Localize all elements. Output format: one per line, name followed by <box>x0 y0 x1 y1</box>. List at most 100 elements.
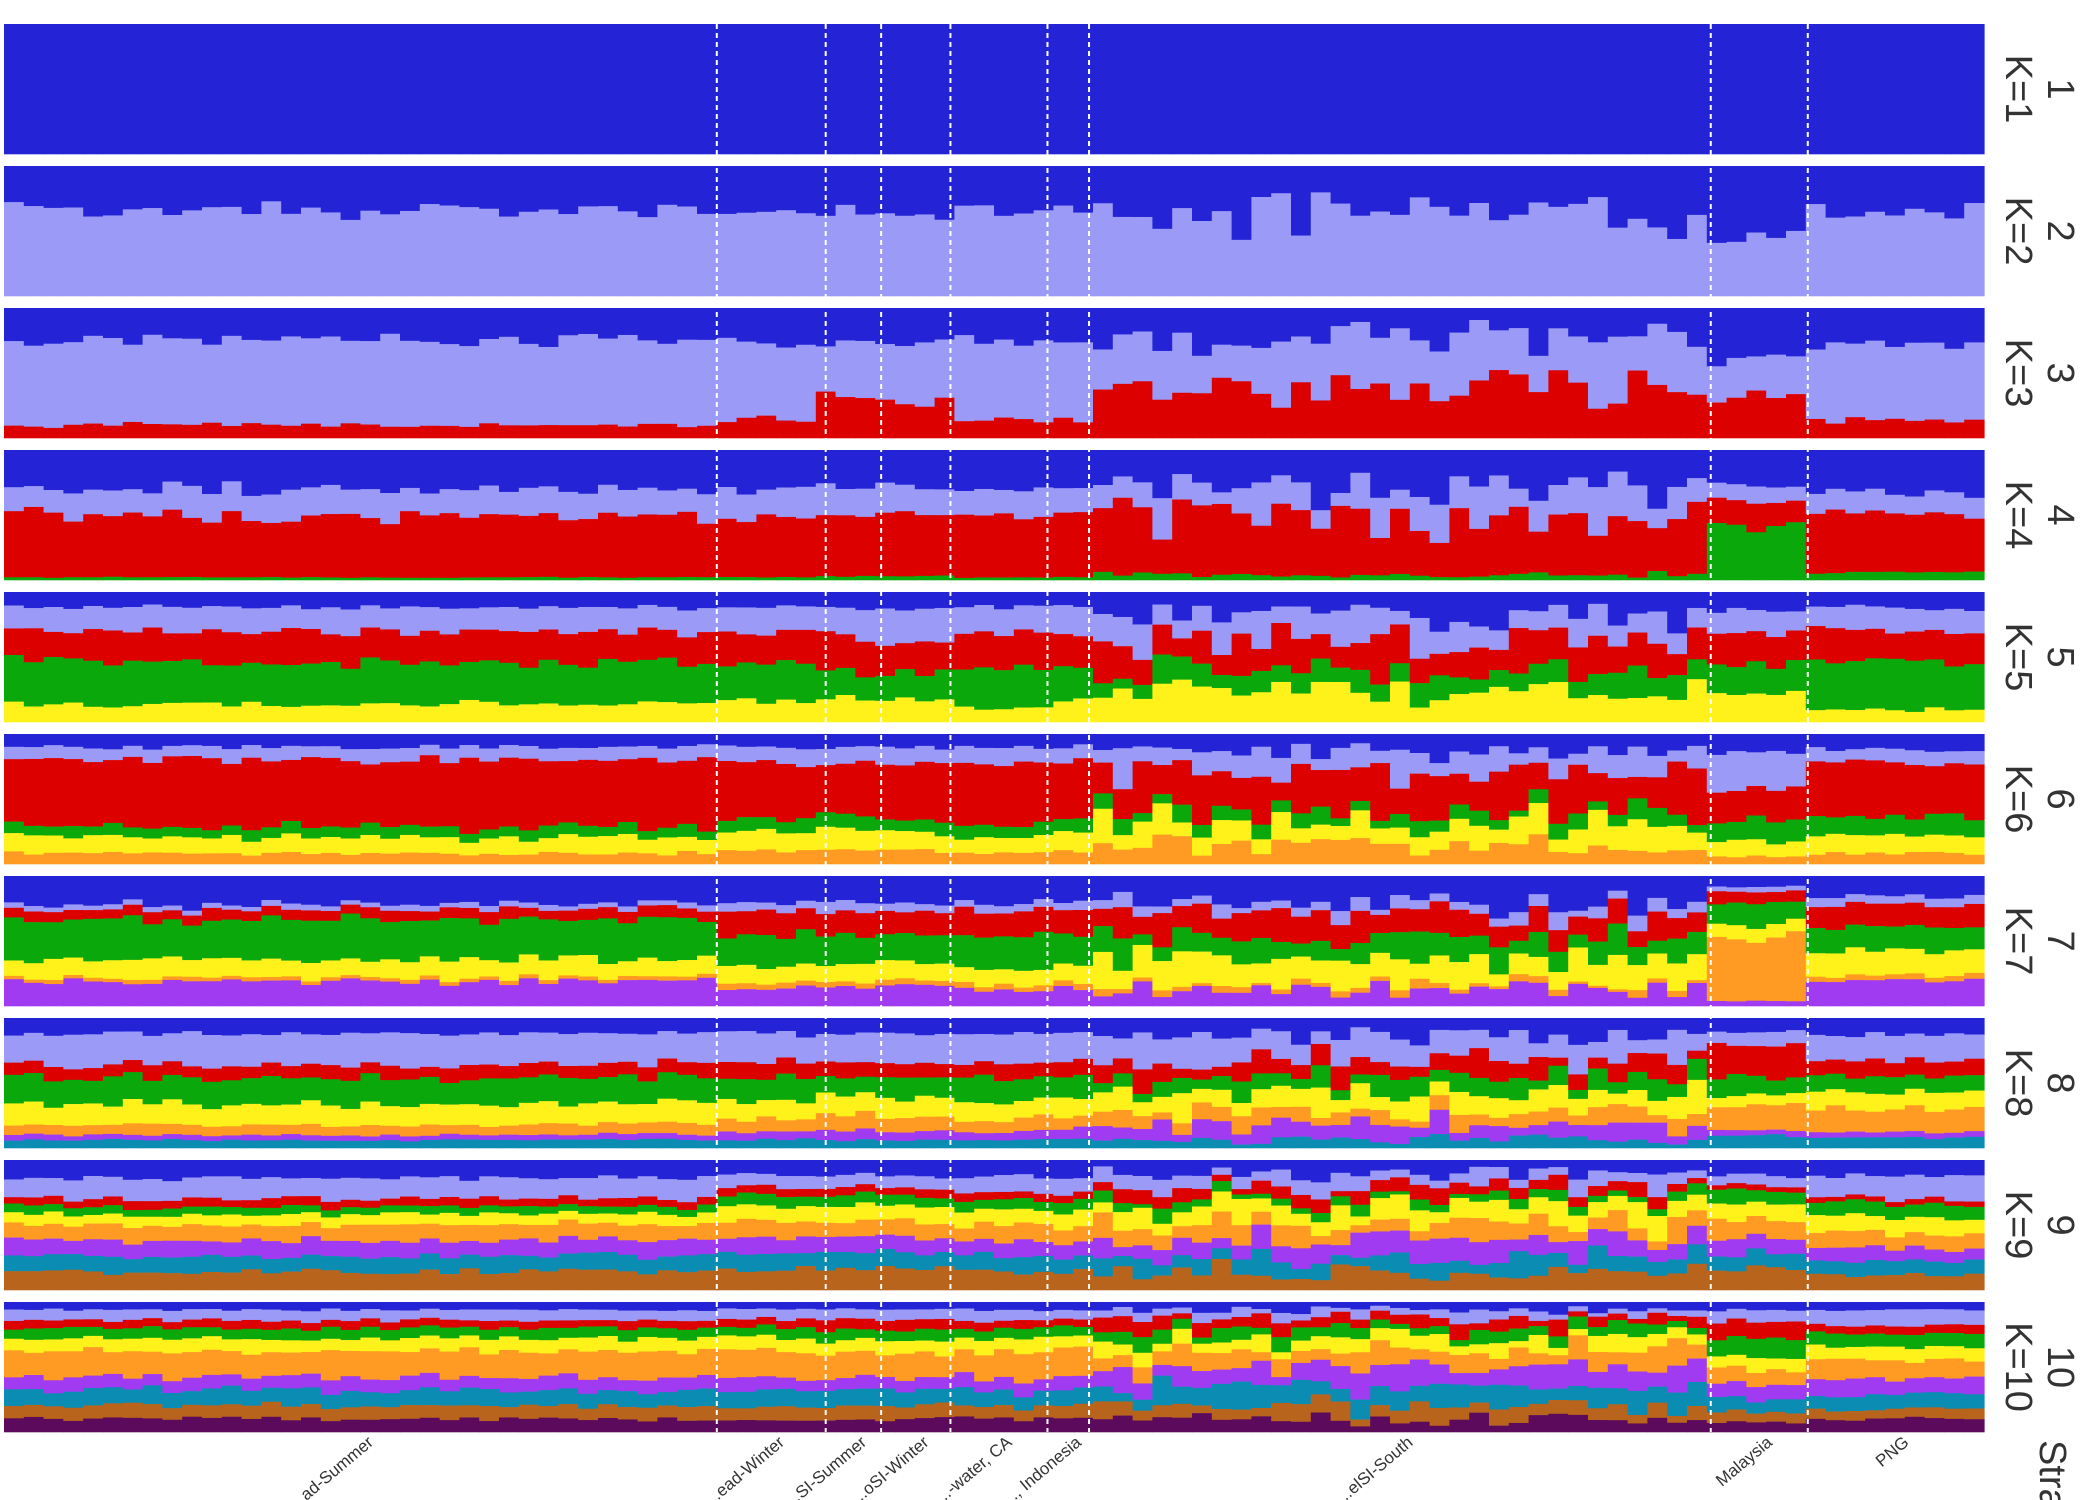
bar-segment <box>1944 976 1965 982</box>
bar-segment <box>360 876 381 903</box>
bar-segment <box>994 339 1015 418</box>
bar-segment <box>221 979 243 1007</box>
bar-segment <box>499 1255 520 1274</box>
bar-segment <box>142 604 163 628</box>
bar-segment <box>1429 1160 1450 1181</box>
bar-segment <box>1706 904 1728 924</box>
bar-segment <box>1588 801 1609 811</box>
bar-segment <box>1568 592 1589 620</box>
bar-segment <box>261 827 282 839</box>
bar-segment <box>202 745 223 759</box>
bar-segment <box>103 338 124 426</box>
bar-segment <box>380 1393 401 1408</box>
bar-segment <box>895 24 916 155</box>
bar-segment <box>657 24 678 155</box>
bar-segment <box>578 1032 599 1067</box>
bar-segment <box>1865 166 1886 213</box>
bar-segment <box>934 1251 955 1267</box>
bar-segment <box>499 1206 520 1214</box>
bar-segment <box>1805 573 1827 581</box>
bar-segment <box>1013 1063 1035 1080</box>
bar-segment <box>776 1057 797 1074</box>
bar-segment <box>281 1257 302 1272</box>
bar-segment <box>1588 674 1609 696</box>
bar-segment <box>1073 592 1094 608</box>
bar-segment <box>578 836 599 855</box>
bar-segment <box>419 1034 441 1068</box>
bar-segment <box>1211 1018 1233 1039</box>
bar-segment <box>202 830 223 839</box>
bar-segment <box>1865 1111 1886 1133</box>
bar-segment <box>1271 1186 1292 1199</box>
bar-segment <box>1924 1078 1945 1094</box>
bar-segment <box>617 1061 639 1075</box>
bar-segment <box>1607 1141 1629 1149</box>
bar-segment <box>1033 821 1054 836</box>
bar-segment <box>994 989 1015 1007</box>
bar-segment <box>617 1341 639 1354</box>
bar-segment <box>598 826 619 837</box>
bar-segment <box>1390 827 1411 845</box>
bar-segment <box>23 979 45 984</box>
bar-segment <box>340 705 361 723</box>
bar-segment <box>1251 1171 1272 1181</box>
bar-segment <box>796 166 817 214</box>
bar-segment <box>954 1302 975 1309</box>
bar-segment <box>261 705 282 723</box>
bar-segment <box>63 1208 84 1217</box>
bar-segment <box>1231 488 1252 514</box>
bar-segment <box>4 1018 25 1036</box>
bar-segment <box>1588 695 1609 723</box>
bar-segment <box>1211 1181 1233 1192</box>
bar-segment <box>855 1128 876 1140</box>
bar-segment <box>23 734 45 748</box>
bar-segment <box>1291 166 1312 236</box>
bar-segment <box>23 982 45 1007</box>
bar-segment <box>736 1160 757 1174</box>
bar-segment <box>122 1123 144 1136</box>
bar-segment <box>1152 1119 1173 1142</box>
bar-segment <box>1964 571 1985 581</box>
bar-segment <box>1489 974 1510 987</box>
bar-segment <box>558 876 579 907</box>
bar-segment <box>380 166 401 215</box>
bar-segment <box>1944 666 1965 711</box>
bar-segment <box>1112 308 1134 335</box>
bar-segment <box>1033 1178 1054 1195</box>
bar-segment <box>1944 734 1965 752</box>
bar-segment <box>1152 990 1173 998</box>
bar-segment <box>1964 592 1985 612</box>
bar-segment <box>518 1255 540 1270</box>
bar-segment <box>875 764 896 820</box>
bar-segment <box>1409 821 1431 838</box>
bar-segment <box>796 1253 817 1267</box>
bar-segment <box>1964 308 1985 343</box>
bar-segment <box>1904 572 1926 581</box>
bar-segment <box>1172 308 1193 333</box>
bar-segment <box>1449 1030 1470 1056</box>
bar-segment <box>994 1191 1015 1200</box>
bar-segment <box>4 1255 25 1272</box>
bar-segment <box>914 608 936 642</box>
bar-segment <box>1390 1018 1411 1040</box>
bar-segment <box>518 758 540 831</box>
bar-segment <box>835 340 856 398</box>
k-panel-5 <box>4 592 1985 723</box>
bar-segment <box>835 1018 856 1035</box>
bar-segment <box>1053 980 1074 987</box>
bar-segment <box>1132 761 1153 814</box>
bar-segment <box>1310 734 1332 760</box>
bar-segment <box>439 961 460 983</box>
bar-segment <box>815 215 837 297</box>
bar-segment <box>261 900 282 907</box>
bar-segment <box>1786 753 1807 787</box>
bar-segment <box>677 908 698 919</box>
bar-segment <box>1013 1100 1035 1118</box>
bar-segment <box>499 962 520 982</box>
bar-segment <box>776 822 797 834</box>
bar-segment <box>23 662 45 707</box>
bar-segment <box>1330 991 1351 998</box>
bar-segment <box>1845 1194 1866 1200</box>
bar-segment <box>1687 1170 1708 1179</box>
bar-segment <box>1172 24 1193 155</box>
